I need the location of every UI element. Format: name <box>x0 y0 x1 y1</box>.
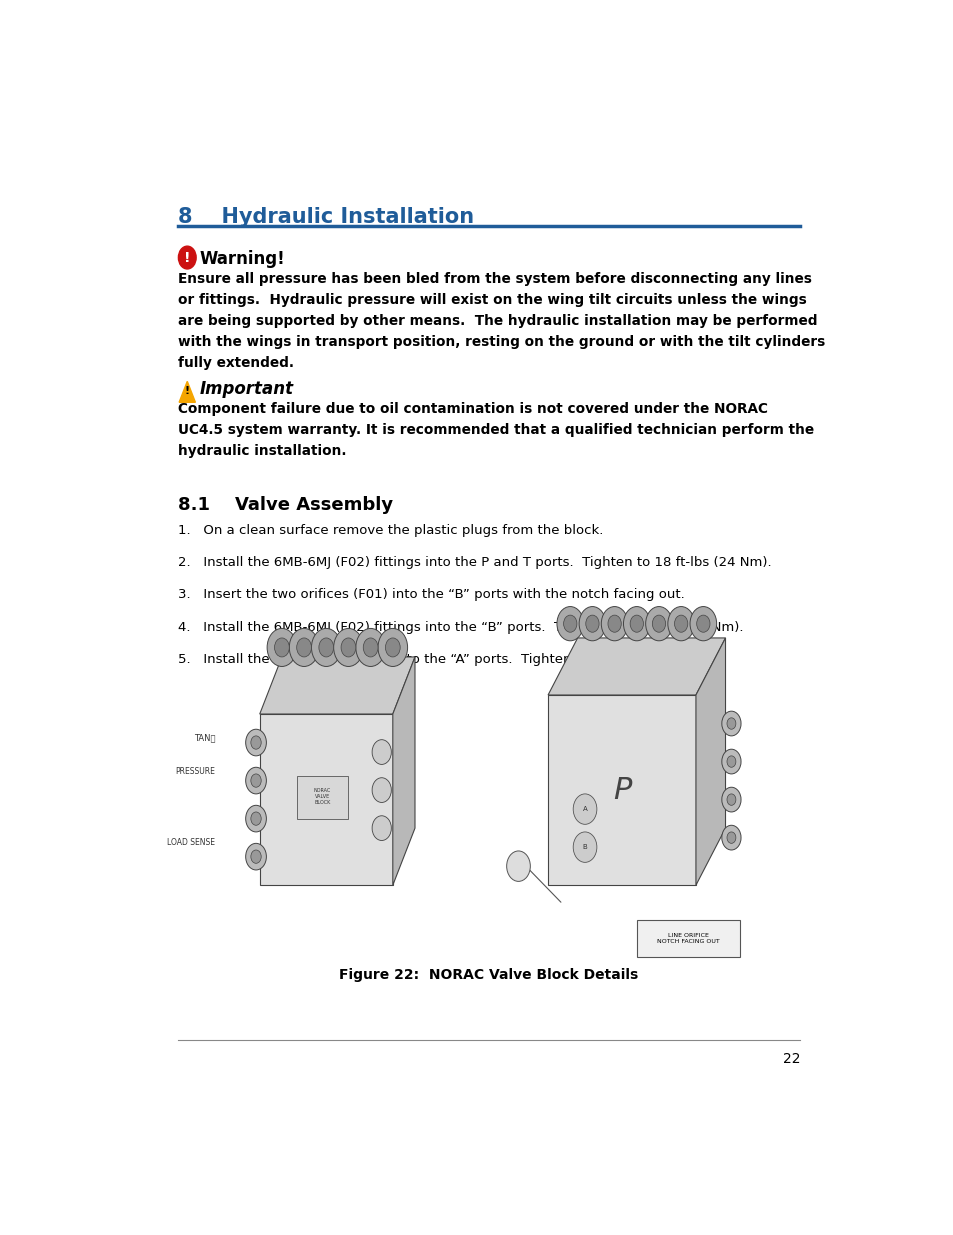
Circle shape <box>311 629 341 667</box>
Text: NORAC
VALVE
BLOCK: NORAC VALVE BLOCK <box>314 788 331 805</box>
FancyBboxPatch shape <box>296 776 348 819</box>
Circle shape <box>696 615 709 632</box>
Text: Component failure due to oil contamination is not covered under the NORAC: Component failure due to oil contaminati… <box>177 403 767 416</box>
Text: A: A <box>582 806 587 813</box>
Text: 8.1    Valve Assembly: 8.1 Valve Assembly <box>177 496 393 514</box>
Text: 2.   Install the 6MB-6MJ (F02) fittings into the P and T ports.  Tighten to 18 f: 2. Install the 6MB-6MJ (F02) fittings in… <box>177 556 770 569</box>
Circle shape <box>251 811 261 825</box>
Circle shape <box>573 794 597 824</box>
Text: Important: Important <box>199 380 294 398</box>
Circle shape <box>246 805 266 832</box>
Text: Warning!: Warning! <box>199 249 285 268</box>
Text: fully extended.: fully extended. <box>177 356 294 369</box>
Polygon shape <box>547 638 724 695</box>
Text: !: ! <box>185 387 190 396</box>
Circle shape <box>652 615 665 632</box>
Circle shape <box>573 832 597 862</box>
Circle shape <box>689 606 716 641</box>
Text: TANͦ: TANͦ <box>193 734 215 742</box>
Text: 4.   Install the 6MB-6MJ (F02) fittings into the “B” ports.  Tighten to 18 ft-lb: 4. Install the 6MB-6MJ (F02) fittings in… <box>177 621 742 634</box>
Polygon shape <box>547 695 696 885</box>
Polygon shape <box>259 657 415 714</box>
Circle shape <box>557 606 583 641</box>
Circle shape <box>506 851 530 882</box>
Circle shape <box>296 638 311 657</box>
Circle shape <box>267 629 296 667</box>
Circle shape <box>372 778 391 803</box>
Circle shape <box>334 629 363 667</box>
Text: 8    Hydraulic Installation: 8 Hydraulic Installation <box>177 207 474 227</box>
Text: with the wings in transport position, resting on the ground or with the tilt cyl: with the wings in transport position, re… <box>177 335 824 348</box>
Circle shape <box>585 615 598 632</box>
Text: LINE ORIFICE
NOTCH FACING OUT: LINE ORIFICE NOTCH FACING OUT <box>657 932 720 944</box>
Circle shape <box>246 767 266 794</box>
Text: P: P <box>612 776 631 804</box>
Circle shape <box>726 832 735 844</box>
Text: 1.   On a clean surface remove the plastic plugs from the block.: 1. On a clean surface remove the plastic… <box>177 524 602 537</box>
Text: B: B <box>582 845 587 850</box>
Circle shape <box>645 606 672 641</box>
Circle shape <box>246 729 266 756</box>
Circle shape <box>363 638 377 657</box>
Circle shape <box>578 606 605 641</box>
Circle shape <box>726 794 735 805</box>
Circle shape <box>274 638 289 657</box>
Polygon shape <box>696 638 724 885</box>
FancyBboxPatch shape <box>637 920 740 956</box>
Circle shape <box>251 850 261 863</box>
Text: hydraulic installation.: hydraulic installation. <box>177 443 346 458</box>
Circle shape <box>721 825 740 850</box>
Text: or fittings.  Hydraulic pressure will exist on the wing tilt circuits unless the: or fittings. Hydraulic pressure will exi… <box>177 293 805 306</box>
Circle shape <box>251 736 261 750</box>
Circle shape <box>667 606 694 641</box>
Circle shape <box>289 629 318 667</box>
Polygon shape <box>393 657 415 885</box>
Circle shape <box>377 629 407 667</box>
Text: are being supported by other means.  The hydraulic installation may be performed: are being supported by other means. The … <box>177 314 817 327</box>
Text: !: ! <box>184 251 191 264</box>
Circle shape <box>372 740 391 764</box>
Circle shape <box>607 615 620 632</box>
Circle shape <box>178 246 196 269</box>
Circle shape <box>726 756 735 767</box>
Text: Ensure all pressure has been bled from the system before disconnecting any lines: Ensure all pressure has been bled from t… <box>177 272 811 285</box>
Text: Figure 22:  NORAC Valve Block Details: Figure 22: NORAC Valve Block Details <box>339 968 638 982</box>
Text: 3.   Insert the two orifices (F01) into the “B” ports with the notch facing out.: 3. Insert the two orifices (F01) into th… <box>177 589 683 601</box>
Circle shape <box>355 629 385 667</box>
Circle shape <box>630 615 642 632</box>
Circle shape <box>318 638 334 657</box>
Circle shape <box>600 606 627 641</box>
Circle shape <box>721 711 740 736</box>
Text: LOAD SENSE: LOAD SENSE <box>167 837 215 847</box>
Circle shape <box>623 606 649 641</box>
Circle shape <box>385 638 400 657</box>
Text: UC4.5 system warranty. It is recommended that a qualified technician perform the: UC4.5 system warranty. It is recommended… <box>177 424 813 437</box>
Circle shape <box>721 787 740 811</box>
Circle shape <box>674 615 687 632</box>
Text: PRESSURE: PRESSURE <box>175 767 215 776</box>
Circle shape <box>341 638 355 657</box>
Circle shape <box>726 718 735 729</box>
Circle shape <box>563 615 577 632</box>
Circle shape <box>181 249 193 266</box>
Text: 22: 22 <box>781 1052 800 1066</box>
Text: 5.   Install the 6MBP (F03) plugs into the “A” ports.  Tighten to 18 ft-lbs (24 : 5. Install the 6MBP (F03) plugs into the… <box>177 653 709 666</box>
Polygon shape <box>179 382 195 403</box>
Polygon shape <box>259 714 393 885</box>
Circle shape <box>721 750 740 774</box>
Circle shape <box>246 844 266 869</box>
Circle shape <box>251 774 261 787</box>
Circle shape <box>372 816 391 841</box>
